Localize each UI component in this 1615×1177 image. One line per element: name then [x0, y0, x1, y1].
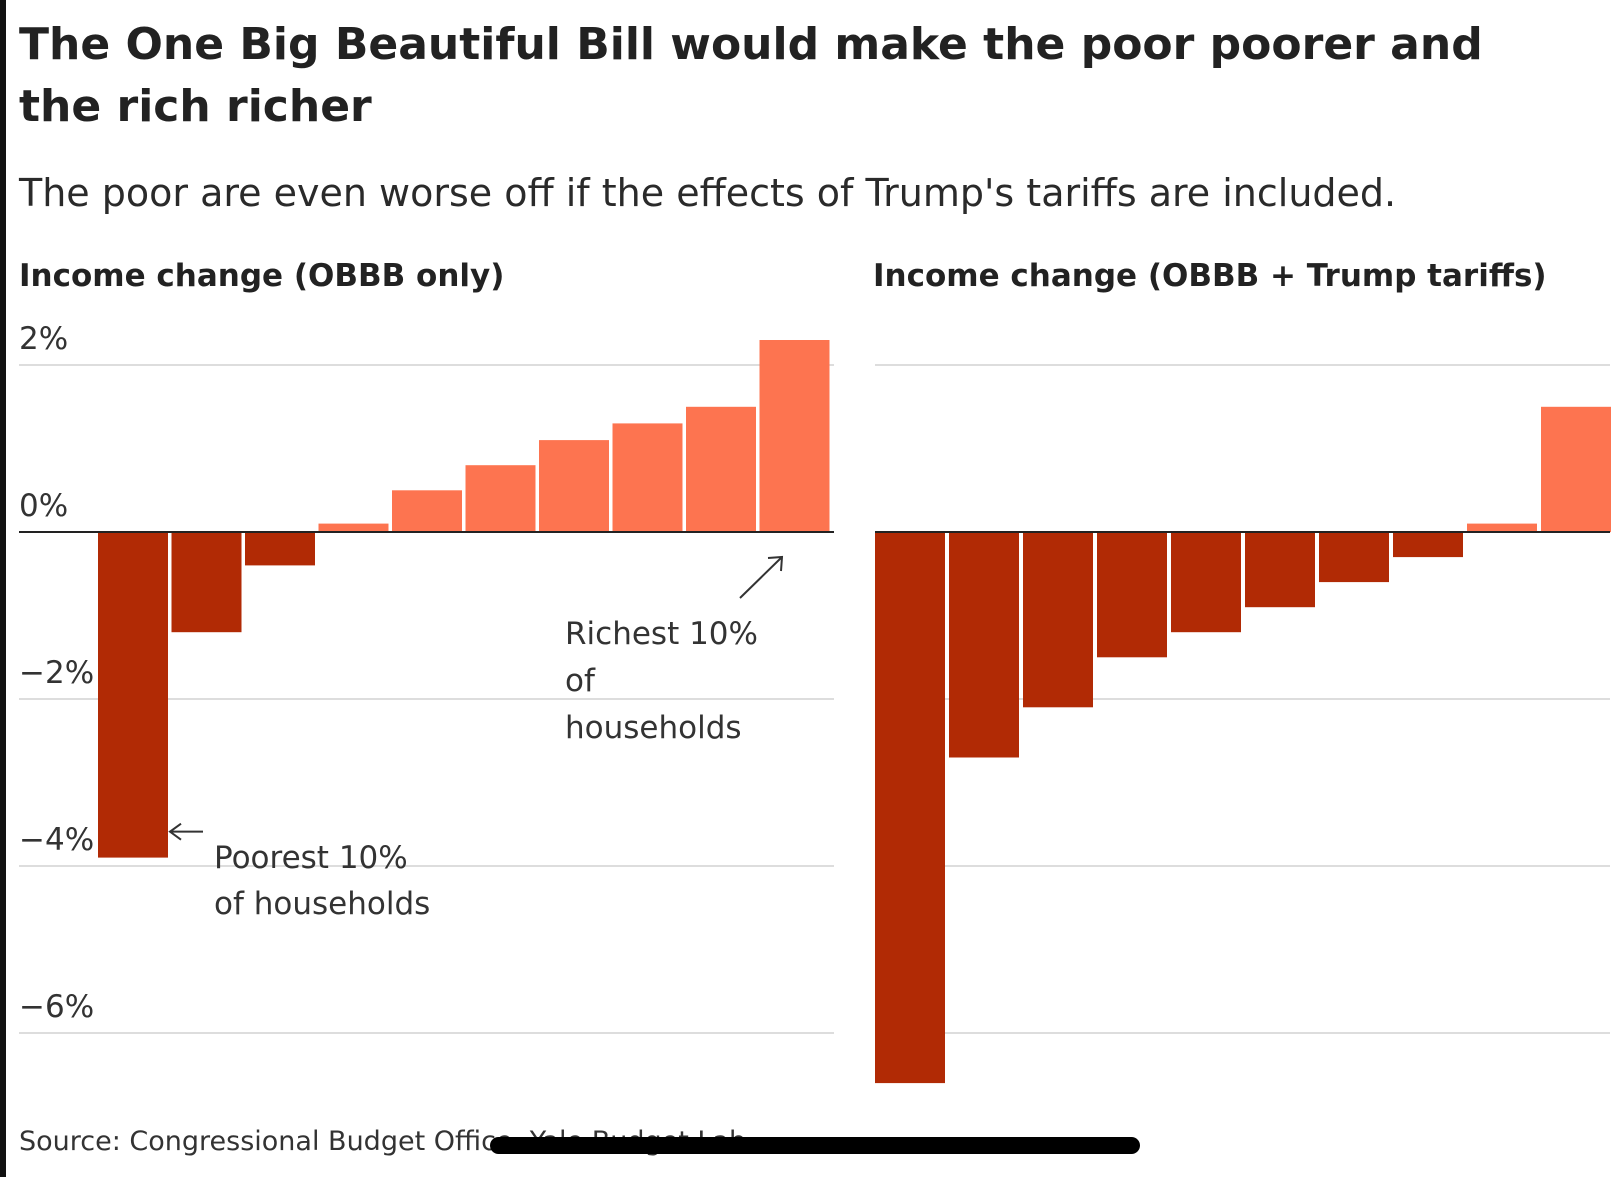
- bar-left-5: [392, 490, 462, 533]
- richest-annotation-line: of: [565, 663, 596, 699]
- bar-right-6: [1245, 532, 1315, 608]
- richest-arrow-icon: [739, 555, 784, 599]
- bar-left-8: [612, 423, 683, 532]
- bar-left-1: [98, 532, 168, 858]
- left-panel-title: Income change (OBBB only): [19, 258, 505, 294]
- richest-annotation-line: households: [565, 710, 742, 746]
- y-tick-label: −4%: [19, 822, 94, 858]
- y-tick-label: 0%: [19, 488, 68, 524]
- bar-left-6: [465, 465, 536, 532]
- screen-edge: [0, 0, 6, 1177]
- bar-left-2: [171, 532, 242, 633]
- chart-title: The One Big Beautiful Bill would make th…: [19, 19, 1483, 132]
- bar-left-7: [539, 440, 609, 532]
- bar-left-9: [686, 406, 756, 533]
- poorest-annotation-line: of households: [214, 886, 430, 922]
- bar-right-8: [1393, 532, 1463, 558]
- poorest-arrow-icon: [168, 822, 203, 841]
- y-tick-label: −6%: [19, 989, 94, 1025]
- bar-right-2: [949, 532, 1019, 758]
- chart-subtitle: The poor are even worse off if the effec…: [19, 171, 1397, 215]
- bar-right-4: [1097, 532, 1167, 658]
- bar-left-3: [245, 532, 315, 566]
- bar-right-3: [1023, 532, 1093, 708]
- y-tick-label: −2%: [19, 655, 94, 691]
- y-tick-label: 2%: [19, 321, 68, 357]
- bar-left-4: [318, 523, 389, 532]
- bar-right-1: [875, 532, 945, 1084]
- bar-right-7: [1319, 532, 1389, 583]
- bar-left-10: [759, 340, 830, 532]
- richest-annotation-line: Richest 10%: [565, 616, 758, 652]
- bar-right-9: [1467, 523, 1537, 532]
- home-indicator-bar[interactable]: [490, 1137, 1140, 1154]
- bar-right-10: [1541, 406, 1611, 533]
- bar-right-5: [1171, 532, 1241, 633]
- right-panel-title: Income change (OBBB + Trump tariffs): [873, 258, 1547, 294]
- poorest-annotation-line: Poorest 10%: [214, 840, 408, 876]
